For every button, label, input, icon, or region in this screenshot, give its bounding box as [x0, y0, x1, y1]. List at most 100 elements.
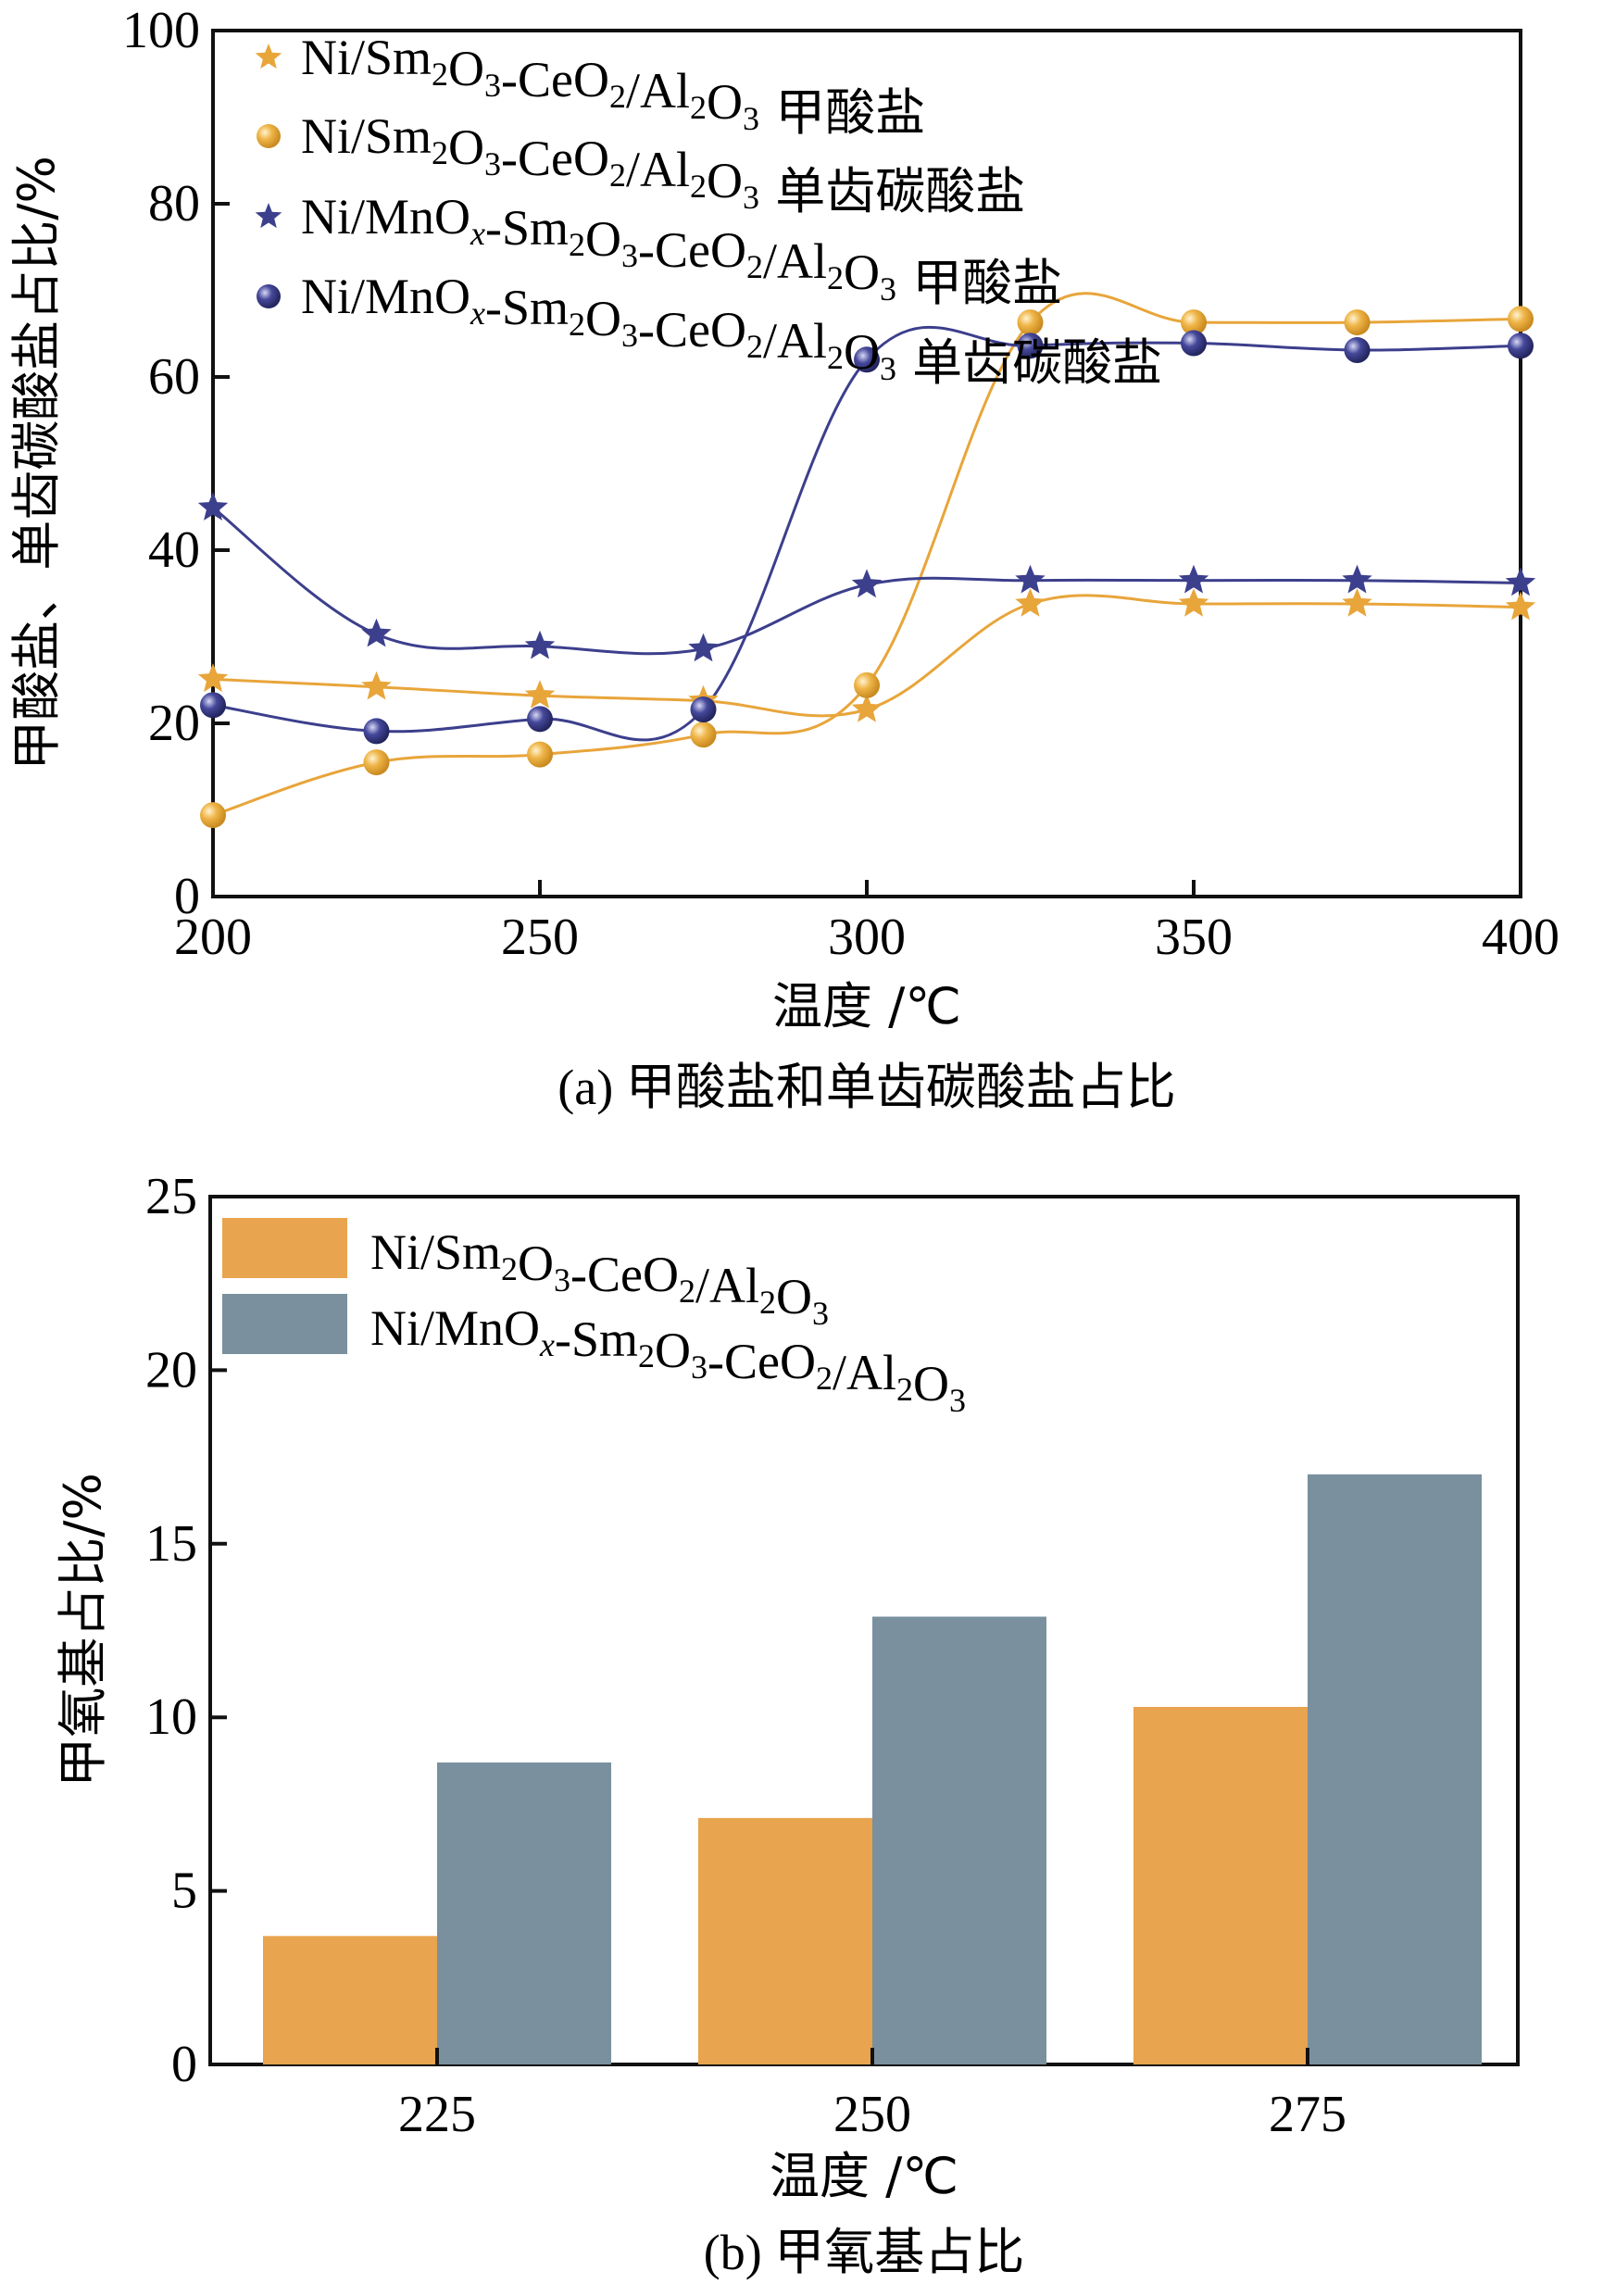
y-tick-label: 10	[145, 1688, 197, 1746]
star-marker	[688, 633, 719, 662]
y-tick-label: 100	[122, 2, 200, 59]
star-marker	[1178, 588, 1209, 617]
circle-marker	[854, 671, 880, 698]
subscript: 2	[432, 56, 448, 93]
circle-marker	[854, 346, 880, 373]
text-run: /Al	[626, 63, 690, 119]
subscript: 2	[827, 259, 844, 296]
legend-label: Ni/MnOx-Sm2O3-CeO2/Al2O3 甲酸盐	[301, 189, 1062, 312]
text-run: Ni/Sm	[301, 108, 432, 164]
legend-circle-icon	[257, 284, 281, 308]
subscript: 3	[743, 179, 759, 216]
subscript: 2	[690, 168, 707, 205]
circle-marker	[200, 692, 226, 719]
series-line-3	[212, 325, 1522, 742]
circle-marker	[1344, 309, 1371, 336]
text-run: Ni/MnO	[370, 1300, 540, 1356]
text-run: -CeO	[638, 302, 746, 358]
y-tick-label: 20	[148, 695, 200, 752]
star-marker	[197, 663, 229, 693]
y-tick-label: 5	[171, 1863, 197, 1920]
subscript: 3	[554, 1261, 570, 1299]
y-tick-label: 80	[148, 175, 200, 232]
circle-marker	[1017, 332, 1044, 359]
text-run: /Al	[763, 313, 827, 369]
bar-sm-250	[698, 1817, 872, 2064]
subscript: 2	[609, 157, 626, 194]
bars-b	[263, 1474, 1482, 2064]
star-marker	[1505, 567, 1536, 596]
subscript: 3	[743, 100, 759, 137]
text-run: Ni/MnO	[301, 189, 470, 245]
subscript: 3	[880, 350, 896, 387]
text-run: O	[707, 153, 743, 208]
text-run: O	[585, 291, 621, 346]
subscript: 2	[690, 89, 707, 126]
subscript: 3	[621, 317, 638, 354]
legend-label: Ni/MnOx-Sm2O3-CeO2/Al2O3 单齿碳酸盐	[301, 269, 1162, 392]
star-marker	[851, 694, 883, 722]
subscript: x	[470, 215, 485, 252]
legend-suffix: 单齿碳酸盐	[896, 333, 1162, 392]
subscript: 3	[949, 1382, 966, 1419]
circle-marker	[363, 749, 390, 776]
bar-sm-275	[1133, 1706, 1308, 2064]
legend-b: Ni/Sm2O3-CeO2/Al2O3Ni/MnOx-Sm2O3-CeO2/Al…	[222, 1218, 966, 1419]
y-tick-label: 0	[171, 2036, 197, 2093]
star-marker	[1015, 564, 1046, 594]
subscript: 2	[679, 1273, 695, 1310]
star-marker	[851, 569, 883, 598]
text-run: O	[448, 119, 484, 175]
legend-star-icon	[255, 203, 282, 229]
y-axis-b: 0 5 10 15 20 25	[145, 1168, 227, 2093]
bar-mn-250	[872, 1616, 1046, 2064]
subscript: 2	[638, 1337, 655, 1374]
star-marker	[1342, 564, 1372, 594]
series-markers-a	[197, 306, 1536, 829]
text-run: O	[707, 74, 743, 130]
text-run: /Al	[626, 142, 690, 197]
subscript: x	[470, 295, 485, 332]
subscript: 2	[569, 226, 585, 263]
circle-marker	[690, 696, 717, 723]
star-marker	[361, 671, 392, 700]
text-run: Ni/MnO	[301, 269, 470, 324]
circle-marker	[1508, 332, 1534, 359]
text-run: /Al	[695, 1258, 759, 1313]
text-run: Ni/Sm	[301, 30, 432, 85]
x-tick-label: 350	[1155, 909, 1233, 966]
legend-suffix: 甲酸盐	[896, 254, 1062, 312]
subscript: 2	[501, 1250, 518, 1287]
subscript: 2	[569, 306, 585, 343]
text-run: -CeO	[501, 131, 609, 186]
y-axis-title-a: 甲酸盐、单齿碳酸盐占比/%	[7, 156, 66, 771]
subscript: 2	[816, 1360, 833, 1397]
text-run: O	[776, 1269, 812, 1324]
y-tick-label: 0	[174, 868, 200, 925]
text-run: O	[448, 41, 484, 96]
text-run: -Sm	[555, 1311, 638, 1367]
x-tick-label: 200	[174, 909, 252, 966]
star-marker	[1015, 588, 1046, 617]
subscript: 3	[484, 67, 501, 104]
text-run: /Al	[763, 233, 827, 289]
text-run: -Sm	[485, 280, 569, 335]
circle-marker	[1181, 309, 1207, 336]
text-run: O	[655, 1323, 691, 1378]
legend-suffix: 甲酸盐	[759, 83, 925, 142]
legend-label: Ni/Sm2O3-CeO2/Al2O3	[370, 1224, 829, 1332]
y-tick-label: 20	[145, 1341, 197, 1399]
star-marker	[1178, 564, 1209, 594]
series-line-1	[212, 292, 1522, 817]
bar-mn-275	[1308, 1474, 1482, 2064]
x-tick-label: 250	[501, 909, 579, 966]
circle-marker	[690, 721, 717, 748]
x-tick-label: 400	[1482, 909, 1559, 966]
subscript: 3	[484, 145, 501, 182]
text-run: O	[518, 1236, 554, 1291]
text-run: -CeO	[570, 1247, 679, 1302]
circle-marker	[527, 706, 553, 733]
y-tick-label: 40	[148, 521, 200, 579]
